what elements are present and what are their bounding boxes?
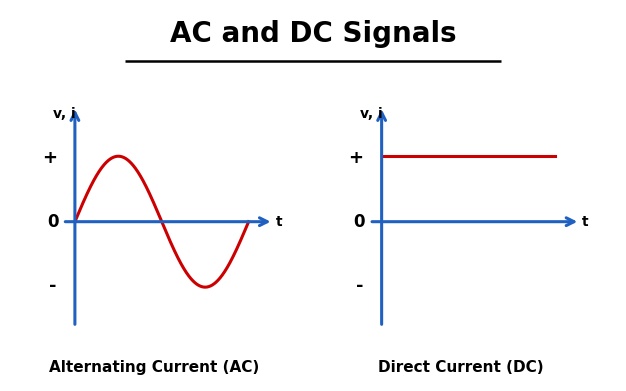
Text: 0: 0	[354, 213, 365, 231]
Text: -: -	[356, 277, 364, 295]
Text: Direct Current (DC): Direct Current (DC)	[378, 361, 544, 375]
Text: v, i: v, i	[53, 107, 76, 121]
Text: 0: 0	[47, 213, 58, 231]
Text: +: +	[42, 149, 57, 167]
Text: v, i: v, i	[360, 107, 382, 121]
Text: t: t	[275, 215, 282, 229]
Text: t: t	[582, 215, 589, 229]
Text: AC and DC Signals: AC and DC Signals	[170, 20, 456, 48]
Text: Alternating Current (AC): Alternating Current (AC)	[49, 361, 259, 375]
Text: -: -	[49, 277, 57, 295]
Text: +: +	[349, 149, 364, 167]
